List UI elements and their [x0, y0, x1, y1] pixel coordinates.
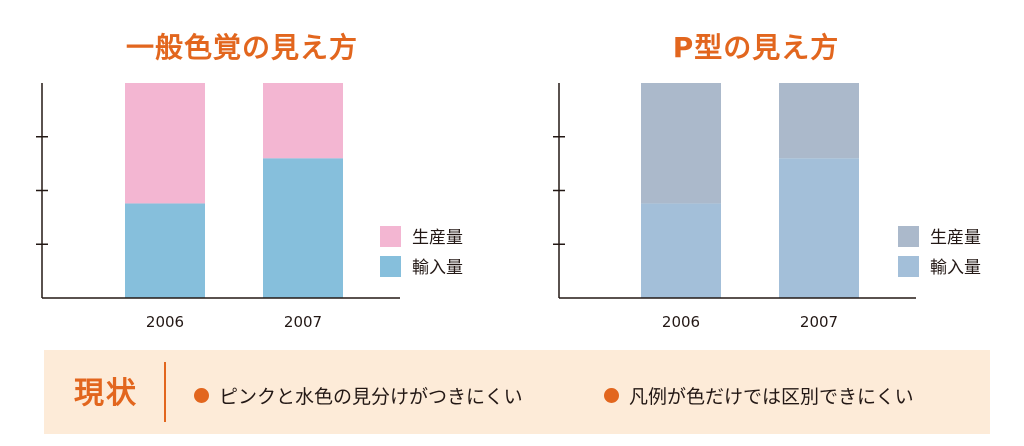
chart-title-normal-vision: 一般色覚の見え方 — [125, 31, 358, 64]
x-tick-label: 2007 — [800, 313, 838, 331]
bar-import-2006 — [641, 203, 721, 298]
legend-label: 生産量 — [412, 228, 463, 248]
bar-production-2007 — [263, 83, 343, 159]
status-bullet-text: 凡例が色だけでは区別できにくい — [629, 386, 914, 408]
bar-import-2006 — [125, 203, 205, 298]
status-divider — [164, 362, 166, 422]
legend-swatch — [380, 256, 401, 277]
bar-production-2006 — [125, 83, 205, 204]
bar-import-2007 — [263, 158, 343, 298]
status-label: 現状 — [74, 376, 138, 411]
legend-label: 生産量 — [930, 228, 981, 248]
chart-title-p-type-vision: P型の見え方 — [672, 31, 840, 64]
legend-swatch — [380, 226, 401, 247]
bullet-dot-icon — [194, 388, 209, 403]
bullet-dot-icon — [604, 388, 619, 403]
bar-import-2007 — [779, 158, 859, 298]
legend-swatch — [898, 256, 919, 277]
x-tick-label: 2006 — [662, 313, 700, 331]
x-tick-label: 2007 — [284, 313, 322, 331]
legend-swatch — [898, 226, 919, 247]
status-bullet-text: ピンクと水色の見分けがつきにくい — [219, 386, 523, 408]
status-bullet-2: 凡例が色だけでは区別できにくい — [604, 382, 914, 409]
legend-label: 輸入量 — [412, 258, 463, 278]
status-panel: 現状 ピンクと水色の見分けがつきにくい 凡例が色だけでは区別できにくい — [44, 350, 990, 434]
status-bullet-1: ピンクと水色の見分けがつきにくい — [194, 382, 523, 409]
bar-production-2007 — [779, 83, 859, 159]
bar-production-2006 — [641, 83, 721, 204]
legend-label: 輸入量 — [930, 258, 981, 278]
x-tick-label: 2006 — [146, 313, 184, 331]
